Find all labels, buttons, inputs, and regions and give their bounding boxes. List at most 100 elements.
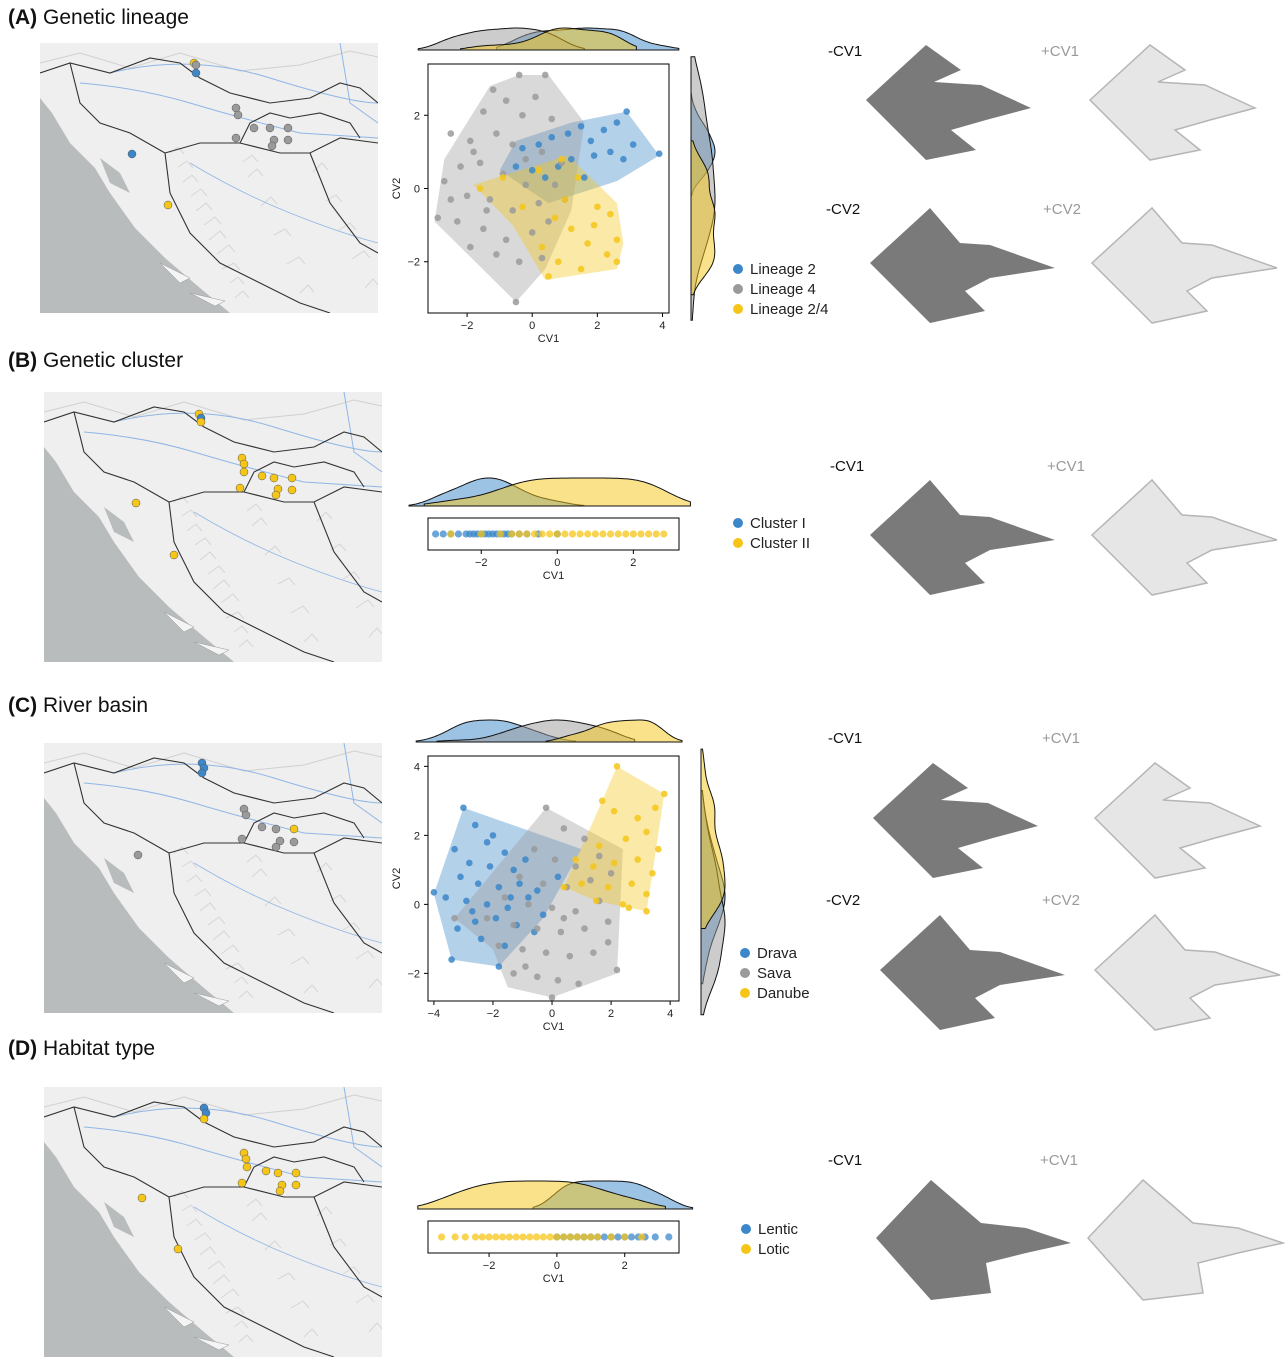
data-point <box>474 880 482 887</box>
shape-label-plus: +CV1 <box>1041 43 1079 60</box>
sampling-site-marker <box>289 824 299 834</box>
strip-plot-d: −2 0 2 CV1 <box>417 1180 694 1285</box>
sampling-site-marker <box>275 836 285 846</box>
data-point <box>499 1233 507 1241</box>
island <box>104 507 134 542</box>
sampling-site-marker <box>127 149 137 159</box>
data-point <box>652 530 660 538</box>
density-curve-x <box>460 27 637 51</box>
data-point <box>619 901 627 908</box>
map-c <box>44 743 382 1013</box>
scatter-plot-c: −4 −2 0 2 4 −2 0 2 4 CV1 CV2 <box>391 719 726 1033</box>
terrain-relief <box>220 593 240 604</box>
terrain-relief <box>303 1328 319 1338</box>
data-point <box>606 530 615 538</box>
sampling-site-marker <box>267 141 277 151</box>
data-point <box>548 115 556 123</box>
data-point <box>447 130 455 137</box>
data-point <box>508 530 516 538</box>
x-axis-label: CV1 <box>543 570 564 582</box>
island <box>159 262 191 284</box>
data-point <box>510 921 517 929</box>
data-point <box>493 251 500 258</box>
river <box>189 162 378 244</box>
data-point <box>525 901 532 908</box>
x-axis-label: CV1 <box>543 1273 564 1285</box>
data-point <box>457 873 464 881</box>
terrain-relief <box>233 1320 249 1329</box>
data-point <box>572 863 579 870</box>
terrain-relief <box>234 290 250 299</box>
sampling-site-marker <box>197 768 207 778</box>
data-point <box>607 210 614 218</box>
terrain-relief <box>342 1266 361 1275</box>
terrain-relief <box>212 1274 231 1285</box>
data-point <box>600 126 608 134</box>
legend-label: Lineage 2/4 <box>750 301 828 318</box>
legend-label: Lentic <box>758 1221 799 1238</box>
terrain-relief <box>355 950 375 960</box>
terrain-relief <box>186 874 203 883</box>
shape-label-minus: -CV2 <box>826 892 860 909</box>
panel-title-text: Genetic cluster <box>43 349 184 372</box>
data-point <box>553 1233 561 1241</box>
data-point <box>476 159 484 167</box>
data-point <box>515 530 523 538</box>
data-point <box>471 918 479 925</box>
terrain-relief <box>221 262 241 271</box>
sampling-site-marker <box>287 473 297 483</box>
data-point <box>538 148 546 156</box>
data-point <box>548 994 556 1001</box>
data-point <box>439 530 447 538</box>
data-point <box>538 243 546 251</box>
shape-outline <box>870 208 1055 323</box>
data-point <box>590 863 597 870</box>
shape-plus <box>1093 762 1263 879</box>
data-point <box>607 870 615 877</box>
terrain-relief <box>286 256 306 265</box>
sampling-site-marker <box>131 498 141 508</box>
data-point <box>489 86 497 93</box>
data-point <box>516 880 523 887</box>
data-point <box>509 207 516 214</box>
data-point <box>613 119 621 126</box>
country-border <box>164 137 378 154</box>
data-point <box>542 949 550 956</box>
sampling-site-marker <box>269 473 279 483</box>
data-point <box>538 254 546 262</box>
shape-label-plus: +CV1 <box>1047 458 1085 475</box>
legend-label: Cluster I <box>750 515 806 532</box>
terrain-relief <box>195 202 213 212</box>
terrain-relief <box>199 1246 217 1256</box>
sampling-site-marker <box>249 123 259 133</box>
country-border <box>44 757 382 804</box>
data-point <box>643 828 650 836</box>
legend-marker <box>741 1224 751 1234</box>
country-border <box>313 1196 382 1298</box>
data-point <box>560 883 568 891</box>
data-point <box>567 225 575 233</box>
data-point <box>593 897 600 905</box>
data-point <box>519 945 526 953</box>
terrain-relief <box>260 196 278 207</box>
sampling-site-marker <box>257 471 267 481</box>
shape-minus <box>866 45 1031 160</box>
data-point <box>614 1233 622 1241</box>
shape-minus <box>873 763 1038 878</box>
river <box>339 43 378 124</box>
data-point <box>526 1233 534 1241</box>
data-point <box>496 530 504 538</box>
terrain-relief <box>199 551 217 561</box>
data-point <box>489 832 497 839</box>
data-point <box>483 838 491 846</box>
terrain-relief <box>233 625 249 634</box>
panel-title-c: (C) River basin <box>8 694 148 718</box>
legend-marker <box>733 304 743 314</box>
legend-marker <box>740 988 750 998</box>
river <box>193 1206 382 1288</box>
terrain-relief <box>329 1238 347 1247</box>
terrain-relief <box>342 922 361 931</box>
terrain-relief <box>303 633 319 643</box>
data-point <box>447 196 455 203</box>
data-point <box>643 907 650 915</box>
